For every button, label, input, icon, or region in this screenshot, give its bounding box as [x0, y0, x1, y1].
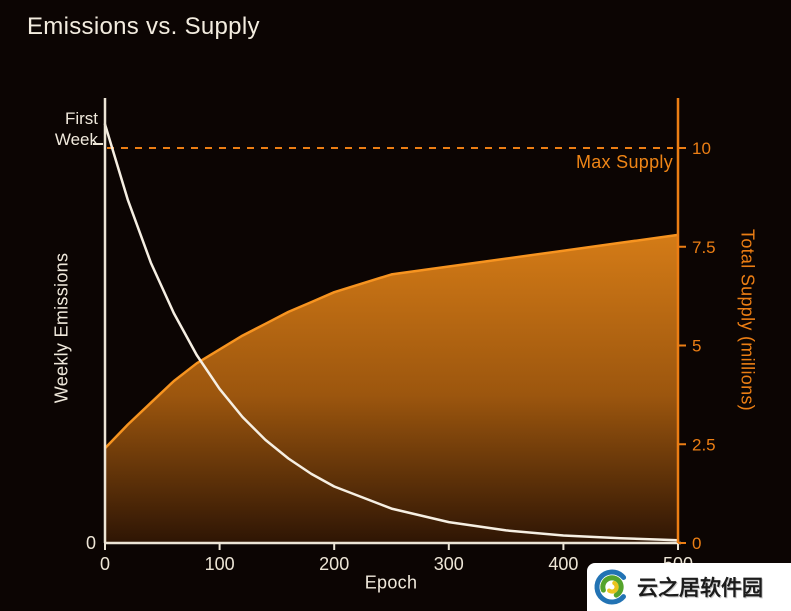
- x-tick-label: 0: [100, 554, 110, 574]
- left-tick-label: 0: [86, 533, 96, 553]
- total-supply-area: [105, 234, 678, 543]
- weekly-emissions-line: [103, 123, 680, 542]
- left-axis-title: Weekly Emissions: [51, 252, 72, 404]
- right-tick-label: 10: [692, 139, 711, 158]
- watermark: 云之居软件园: [587, 563, 791, 611]
- total-supply-line: [104, 233, 679, 450]
- x-tick-label: 300: [434, 554, 464, 574]
- x-tick-label: 200: [319, 554, 349, 574]
- page-title: Emissions vs. Supply: [27, 13, 260, 40]
- watermark-logo-icon: [594, 569, 630, 605]
- x-tick-label: 100: [205, 554, 235, 574]
- x-axis-title: Epoch: [364, 572, 418, 593]
- right-tick-label: 7.5: [692, 238, 716, 257]
- right-tick-label: 5: [692, 337, 701, 356]
- right-axis-title: Total Supply (millions): [737, 229, 758, 411]
- watermark-text: 云之居软件园: [637, 577, 763, 600]
- right-tick-label: 0: [692, 534, 701, 553]
- right-tick-label: 2.5: [692, 435, 716, 454]
- max-supply-label: Max Supply: [575, 152, 673, 172]
- x-tick-label: 400: [548, 554, 578, 574]
- first-week-annotation: First Week: [54, 109, 98, 149]
